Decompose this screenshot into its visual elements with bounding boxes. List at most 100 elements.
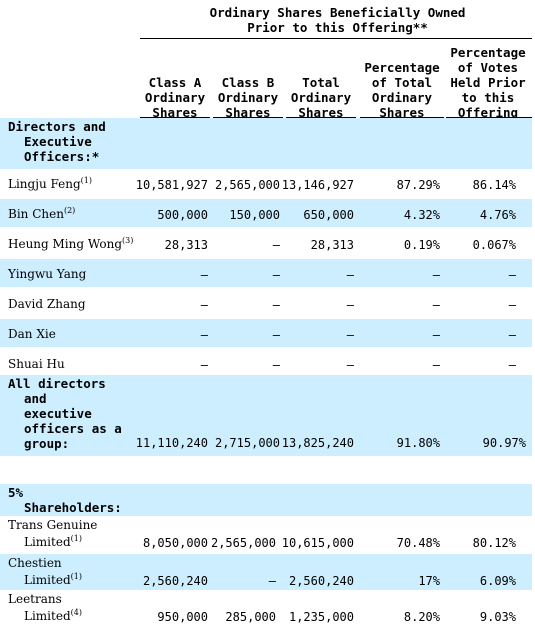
class-a-value: 8,050,000 <box>142 536 208 550</box>
holder-name: Chestien <box>8 556 62 570</box>
table-row: Bin Chen(2) 500,000 150,000 650,000 4.32% 4.7… <box>0 199 532 227</box>
column-header-pct-votes: Percentage of Votes Held Prior to this Offer… <box>450 45 526 120</box>
column-header-class-b: Class B Ordinary Shares <box>217 75 279 120</box>
footnote-ref: (2) <box>63 206 76 215</box>
person-name: Yingwu Yang <box>8 267 87 281</box>
total-value: — <box>346 358 354 372</box>
super-header-line-2: Prior to this Offering** <box>247 20 428 35</box>
column-rule-pct-votes <box>446 117 532 118</box>
table-row: Leetrans Limited(4) 950,000 285,000 1,235,00… <box>0 590 532 626</box>
column-header-total: Total Ordinary Shares <box>290 75 352 120</box>
footnote-ref: (1) <box>70 572 82 581</box>
column-rule-total <box>286 117 356 118</box>
class-a-value: — <box>200 298 208 312</box>
class-b-value: — <box>272 328 280 342</box>
pct-total-value: 70.48% <box>396 536 440 550</box>
group-total: 13,825,240 <box>281 436 354 450</box>
class-a-value: — <box>200 358 208 372</box>
column-header-class-a: Class A Ordinary Shares <box>144 75 206 120</box>
class-a-value: 500,000 <box>157 208 208 222</box>
super-header-line-1: Ordinary Shares Beneficially Owned <box>209 5 466 20</box>
class-b-value: — <box>272 358 280 372</box>
pct-votes-value: 9.03% <box>479 610 516 624</box>
class-a-value: 2,560,240 <box>142 574 208 588</box>
holder-name-cont: Limited(4) <box>24 608 82 624</box>
class-b-value: 150,000 <box>229 208 280 222</box>
class-a-value: 950,000 <box>157 610 208 624</box>
class-a-value: — <box>200 328 208 342</box>
pct-total-value: — <box>432 268 440 282</box>
class-b-value: 2,565,000 <box>214 178 280 192</box>
total-value: — <box>346 298 354 312</box>
class-b-value: — <box>272 298 280 312</box>
column-rule-class-a <box>140 117 210 118</box>
class-b-value: 285,000 <box>225 610 276 624</box>
section-heading-directors: Directors and Executive Officers:* <box>0 118 532 169</box>
pct-total-value: 0.19% <box>403 238 440 252</box>
holder-name: Trans Genuine <box>8 518 98 532</box>
footnote-ref: (4) <box>70 608 82 617</box>
holder-name-cont: Limited(1) <box>24 534 82 550</box>
column-header-pct-total: Percentage of Total Ordinary Shares <box>364 60 440 120</box>
class-b-value: — <box>268 574 276 588</box>
pct-votes-value: 6.09% <box>479 574 516 588</box>
pct-votes-value: — <box>508 328 516 342</box>
column-rule-class-b <box>213 117 283 118</box>
class-b-value: 2,565,000 <box>210 536 276 550</box>
table-row: Yingwu Yang — — — — — <box>0 259 532 287</box>
pct-votes-value: 86.14% <box>472 178 516 192</box>
total-value: 2,560,240 <box>288 574 354 588</box>
person-name: Heung Ming Wong(3) <box>8 236 134 252</box>
table-row: Trans Genuine Limited(1) 8,050,000 2,565,00… <box>0 516 532 552</box>
footnote-ref: (3) <box>122 236 134 245</box>
holder-name: Leetrans <box>8 592 62 606</box>
group-pct-total: 91.80% <box>396 436 440 450</box>
person-name: Dan Xie <box>8 327 56 341</box>
pct-total-value: 17% <box>418 574 440 588</box>
class-a-value: 10,581,927 <box>135 178 208 192</box>
section-heading-shareholders: 5% Shareholders: <box>0 484 532 516</box>
total-value: 28,313 <box>310 238 354 252</box>
total-value: 13,146,927 <box>281 178 354 192</box>
table-row: Shuai Hu — — — — — <box>0 349 532 377</box>
class-a-value: — <box>200 268 208 282</box>
pct-total-value: 8.20% <box>403 610 440 624</box>
person-name: David Zhang <box>8 297 86 311</box>
class-b-value: — <box>272 238 280 252</box>
pct-votes-value: 80.12% <box>472 536 516 550</box>
holder-name-cont: Limited(1) <box>24 572 82 588</box>
pct-total-value: 87.29% <box>396 178 440 192</box>
class-a-value: 28,313 <box>164 238 208 252</box>
total-value: 10,615,000 <box>281 536 354 550</box>
pct-total-value: — <box>432 298 440 312</box>
table-row: Lingju Feng(1) 10,581,927 2,565,000 13,146,… <box>0 169 532 197</box>
pct-votes-value: — <box>508 298 516 312</box>
table-row: Dan Xie — — — — — <box>0 319 532 347</box>
person-name: Shuai Hu <box>8 357 65 371</box>
pct-votes-value: 0.067% <box>472 238 516 252</box>
pct-votes-value: 4.76% <box>479 208 516 222</box>
pct-total-value: 4.32% <box>403 208 440 222</box>
pct-total-value: — <box>432 358 440 372</box>
group-row: All directors and executive officers as … <box>0 375 532 456</box>
footnote-ref: (1) <box>70 534 82 543</box>
pct-votes-value: — <box>508 358 516 372</box>
table-row: Chestien Limited(1) 2,560,240 — 2,560,240 17%… <box>0 554 532 590</box>
group-pct-votes: 90.97% <box>482 436 526 450</box>
person-name: Bin Chen(2) <box>8 206 76 222</box>
total-value: — <box>346 328 354 342</box>
footnote-ref: (1) <box>80 176 93 185</box>
table-row: David Zhang — — — — — <box>0 289 532 317</box>
class-b-value: — <box>272 268 280 282</box>
super-header-rule <box>140 38 532 39</box>
super-header: Ordinary Shares Beneficially Owned Prior… <box>140 5 535 35</box>
total-value: 650,000 <box>303 208 354 222</box>
total-value: — <box>346 268 354 282</box>
pct-votes-value: — <box>508 268 516 282</box>
person-name: Lingju Feng(1) <box>8 176 93 192</box>
column-rule-pct-total <box>360 117 444 118</box>
group-class-b: 2,715,000 <box>214 436 280 450</box>
table-row: Heung Ming Wong(3) 28,313 — 28,313 0.19% 0.06… <box>0 229 532 257</box>
pct-total-value: — <box>432 328 440 342</box>
group-class-a: 11,110,240 <box>135 436 208 450</box>
